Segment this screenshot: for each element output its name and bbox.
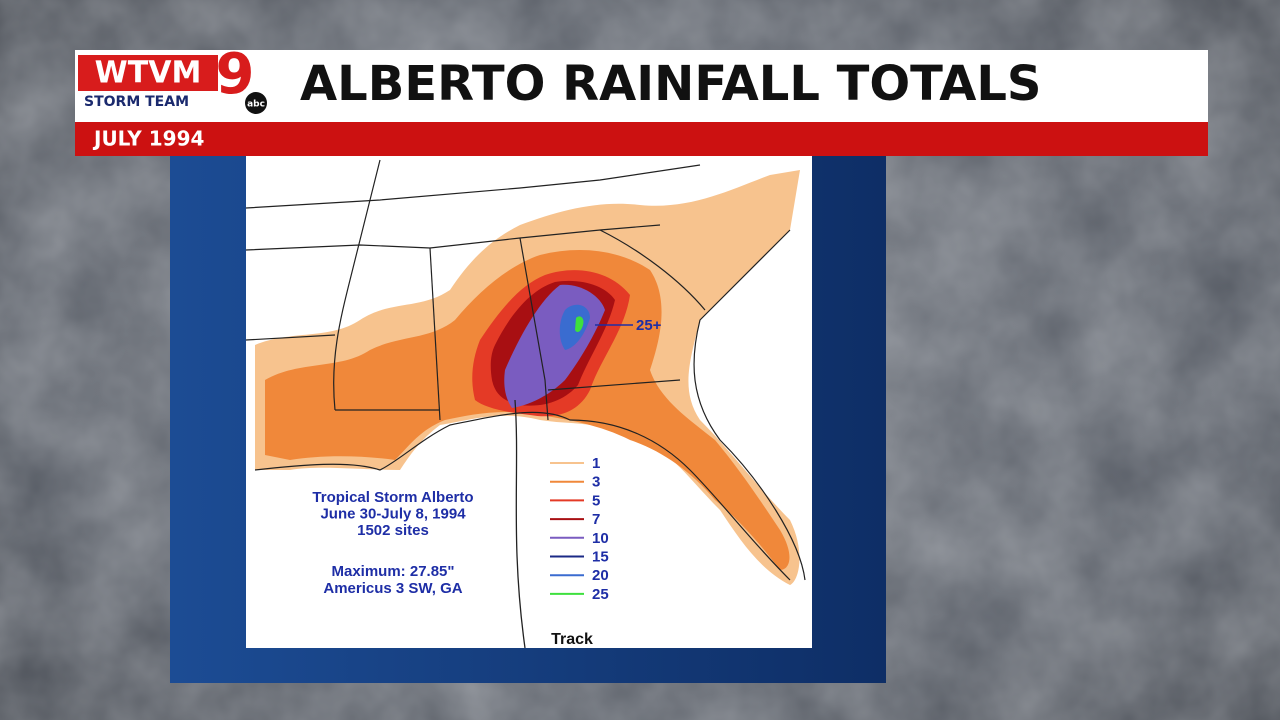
maximum-line: Maximum: 27.85": [332, 563, 455, 580]
map: [246, 159, 806, 648]
storm-track: [514, 399, 526, 648]
caption-line: 1502 sites: [357, 522, 429, 539]
state-lines: [246, 159, 806, 581]
rain-area-25: [575, 316, 584, 333]
legend-label: 7: [592, 511, 600, 528]
legend-label: 1: [592, 455, 600, 472]
track-label: Track: [551, 631, 593, 648]
peak-label: 25+: [636, 317, 662, 334]
rain-area-20: [559, 304, 590, 350]
legend-label: 20: [592, 567, 609, 584]
station-logo: WTVM STORM TEAM 9 abc: [78, 42, 267, 114]
title: ALBERTO RAINFALL TOTALS: [300, 56, 1042, 112]
caption-line: June 30-July 8, 1994: [320, 505, 466, 522]
logo-network: abc: [247, 100, 265, 110]
subtitle-bar: [75, 122, 1208, 156]
legend-label: 25: [592, 586, 609, 603]
logo-station: WTVM: [95, 56, 202, 91]
legend-label: 10: [592, 530, 609, 547]
caption-line: Tropical Storm Alberto: [312, 489, 473, 506]
legend-label: 3: [592, 474, 600, 491]
subtitle: JULY 1994: [92, 127, 204, 151]
logo-team: STORM TEAM: [84, 94, 189, 110]
legend-label: 5: [592, 492, 600, 509]
title-bar: [75, 50, 1208, 123]
legend-label: 15: [592, 548, 609, 565]
logo-network-badge: [245, 92, 267, 114]
maximum-line: Americus 3 SW, GA: [323, 580, 462, 597]
logo-box: [78, 55, 218, 91]
